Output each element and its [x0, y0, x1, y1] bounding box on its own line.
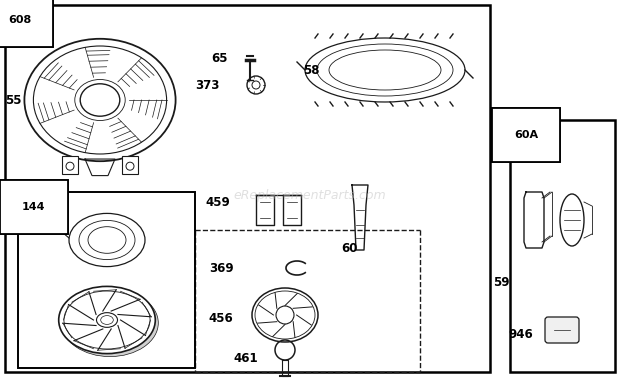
Bar [62, 156, 78, 174]
Text: 60A: 60A [514, 130, 538, 140]
Text: eReplacementParts.com: eReplacementParts.com [234, 188, 386, 201]
Text: 65: 65 [211, 52, 228, 65]
Text: 59: 59 [494, 275, 510, 288]
Text: 946: 946 [508, 327, 533, 340]
Text: 55: 55 [6, 94, 22, 107]
Text: 369: 369 [210, 262, 234, 275]
Text: 608: 608 [8, 15, 31, 25]
Bar [510, 120, 615, 372]
Text: 60A: 60A [514, 130, 538, 140]
Bar [18, 192, 195, 368]
FancyBboxPatch shape [545, 317, 579, 343]
Text: 144: 144 [22, 202, 45, 212]
Text: 456: 456 [208, 311, 233, 324]
Text: 459: 459 [205, 196, 230, 209]
Ellipse shape [62, 290, 158, 357]
Text: 608: 608 [8, 15, 31, 25]
Text: 373: 373 [196, 78, 220, 92]
Text: 461: 461 [233, 351, 258, 364]
Text: 144: 144 [22, 202, 45, 212]
Text: 60: 60 [342, 241, 358, 254]
Ellipse shape [59, 286, 155, 354]
Text: 58: 58 [304, 63, 320, 76]
Bar [5, 5, 490, 372]
Bar [122, 156, 138, 174]
